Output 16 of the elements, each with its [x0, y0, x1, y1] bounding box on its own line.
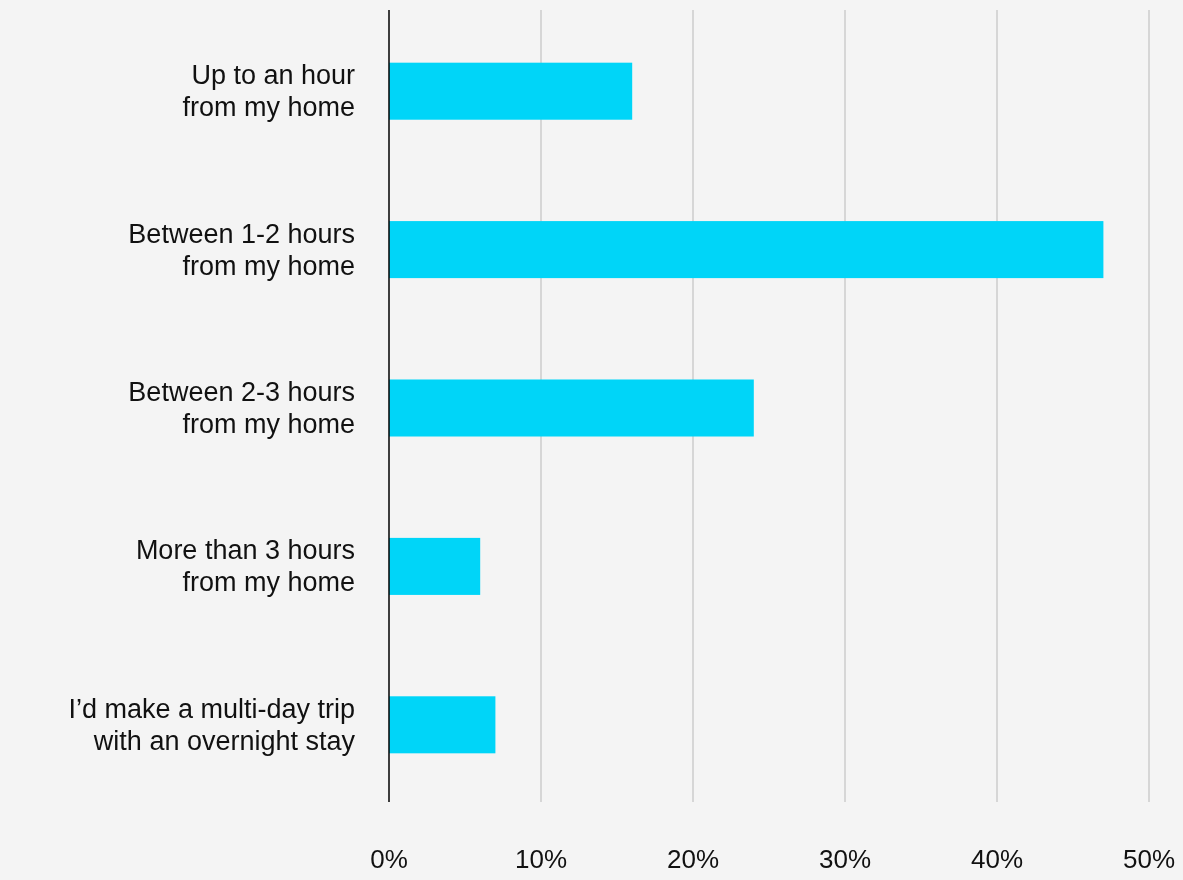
bar — [389, 696, 496, 754]
x-tick-label: 40% — [970, 844, 1024, 874]
y-tick-label: Between 2-3 hours from my home — [128, 377, 355, 439]
bar — [389, 221, 1104, 279]
bar — [389, 379, 754, 437]
x-tick-label: 50% — [1122, 844, 1176, 874]
bar — [389, 62, 633, 120]
y-tick-label: I’d make a multi-day trip with an overnight stay — [68, 693, 356, 756]
y-tick-label: More than 3 hours from my home — [135, 535, 355, 598]
bar — [389, 537, 481, 595]
x-tick-label: 10% — [514, 844, 568, 874]
y-tick-label: Up to an hour from my home — [182, 60, 356, 123]
x-tick-label: 0% — [370, 844, 408, 874]
x-tick-label: 20% — [666, 844, 720, 874]
x-tick-label: 30% — [818, 844, 872, 874]
y-tick-label: Between 1-2 hours from my home — [128, 218, 355, 281]
